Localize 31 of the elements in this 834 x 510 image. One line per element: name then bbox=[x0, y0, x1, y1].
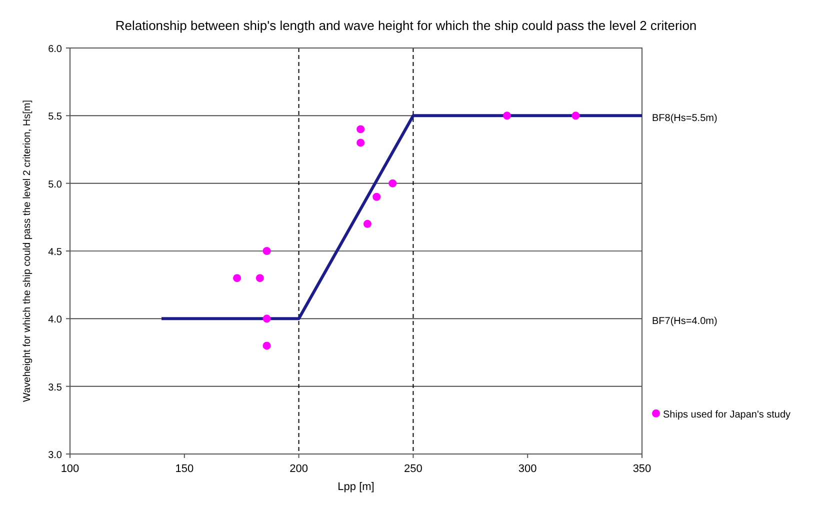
y-axis-title: Waveheight for which the ship could pass the level 2 criterion, Hs[m] bbox=[22, 100, 33, 402]
y-tick-label: 5.5 bbox=[48, 112, 62, 123]
point bbox=[262, 314, 271, 323]
point bbox=[372, 192, 381, 201]
x-tick-label: 300 bbox=[518, 463, 537, 475]
point bbox=[356, 138, 365, 147]
point bbox=[262, 247, 271, 255]
point bbox=[363, 220, 372, 228]
point bbox=[233, 274, 242, 282]
y-tick-label: 4.5 bbox=[48, 247, 62, 258]
x-axis-title: Lpp [m] bbox=[338, 481, 374, 493]
point bbox=[572, 112, 580, 120]
y-tick-label: 3.5 bbox=[48, 382, 62, 394]
x-tick-label: 100 bbox=[60, 463, 80, 475]
text: BF7(Hs=4.0m) bbox=[652, 316, 718, 328]
text: BF8(Hs=5.5m) bbox=[652, 113, 718, 124]
point bbox=[388, 179, 397, 188]
point bbox=[256, 274, 264, 282]
y-tick-label: 3.0 bbox=[48, 450, 62, 461]
x-tick-label: 350 bbox=[632, 463, 652, 475]
x-tick-label: 150 bbox=[175, 463, 194, 475]
legend-label: Ships used for Japan's study bbox=[663, 409, 791, 420]
chart-title: Relationship between ship's length and wave height for which the ship could pass the level 2 criterion bbox=[115, 18, 697, 33]
point bbox=[262, 342, 271, 350]
point bbox=[503, 112, 512, 120]
y-tick-label: 6.0 bbox=[48, 44, 62, 55]
x-tick-label: 200 bbox=[290, 463, 308, 475]
x-tick-label: 250 bbox=[404, 463, 422, 475]
y-tick-label: 4.0 bbox=[48, 314, 62, 326]
point bbox=[356, 125, 365, 134]
y-tick-label: 5.0 bbox=[48, 179, 62, 190]
